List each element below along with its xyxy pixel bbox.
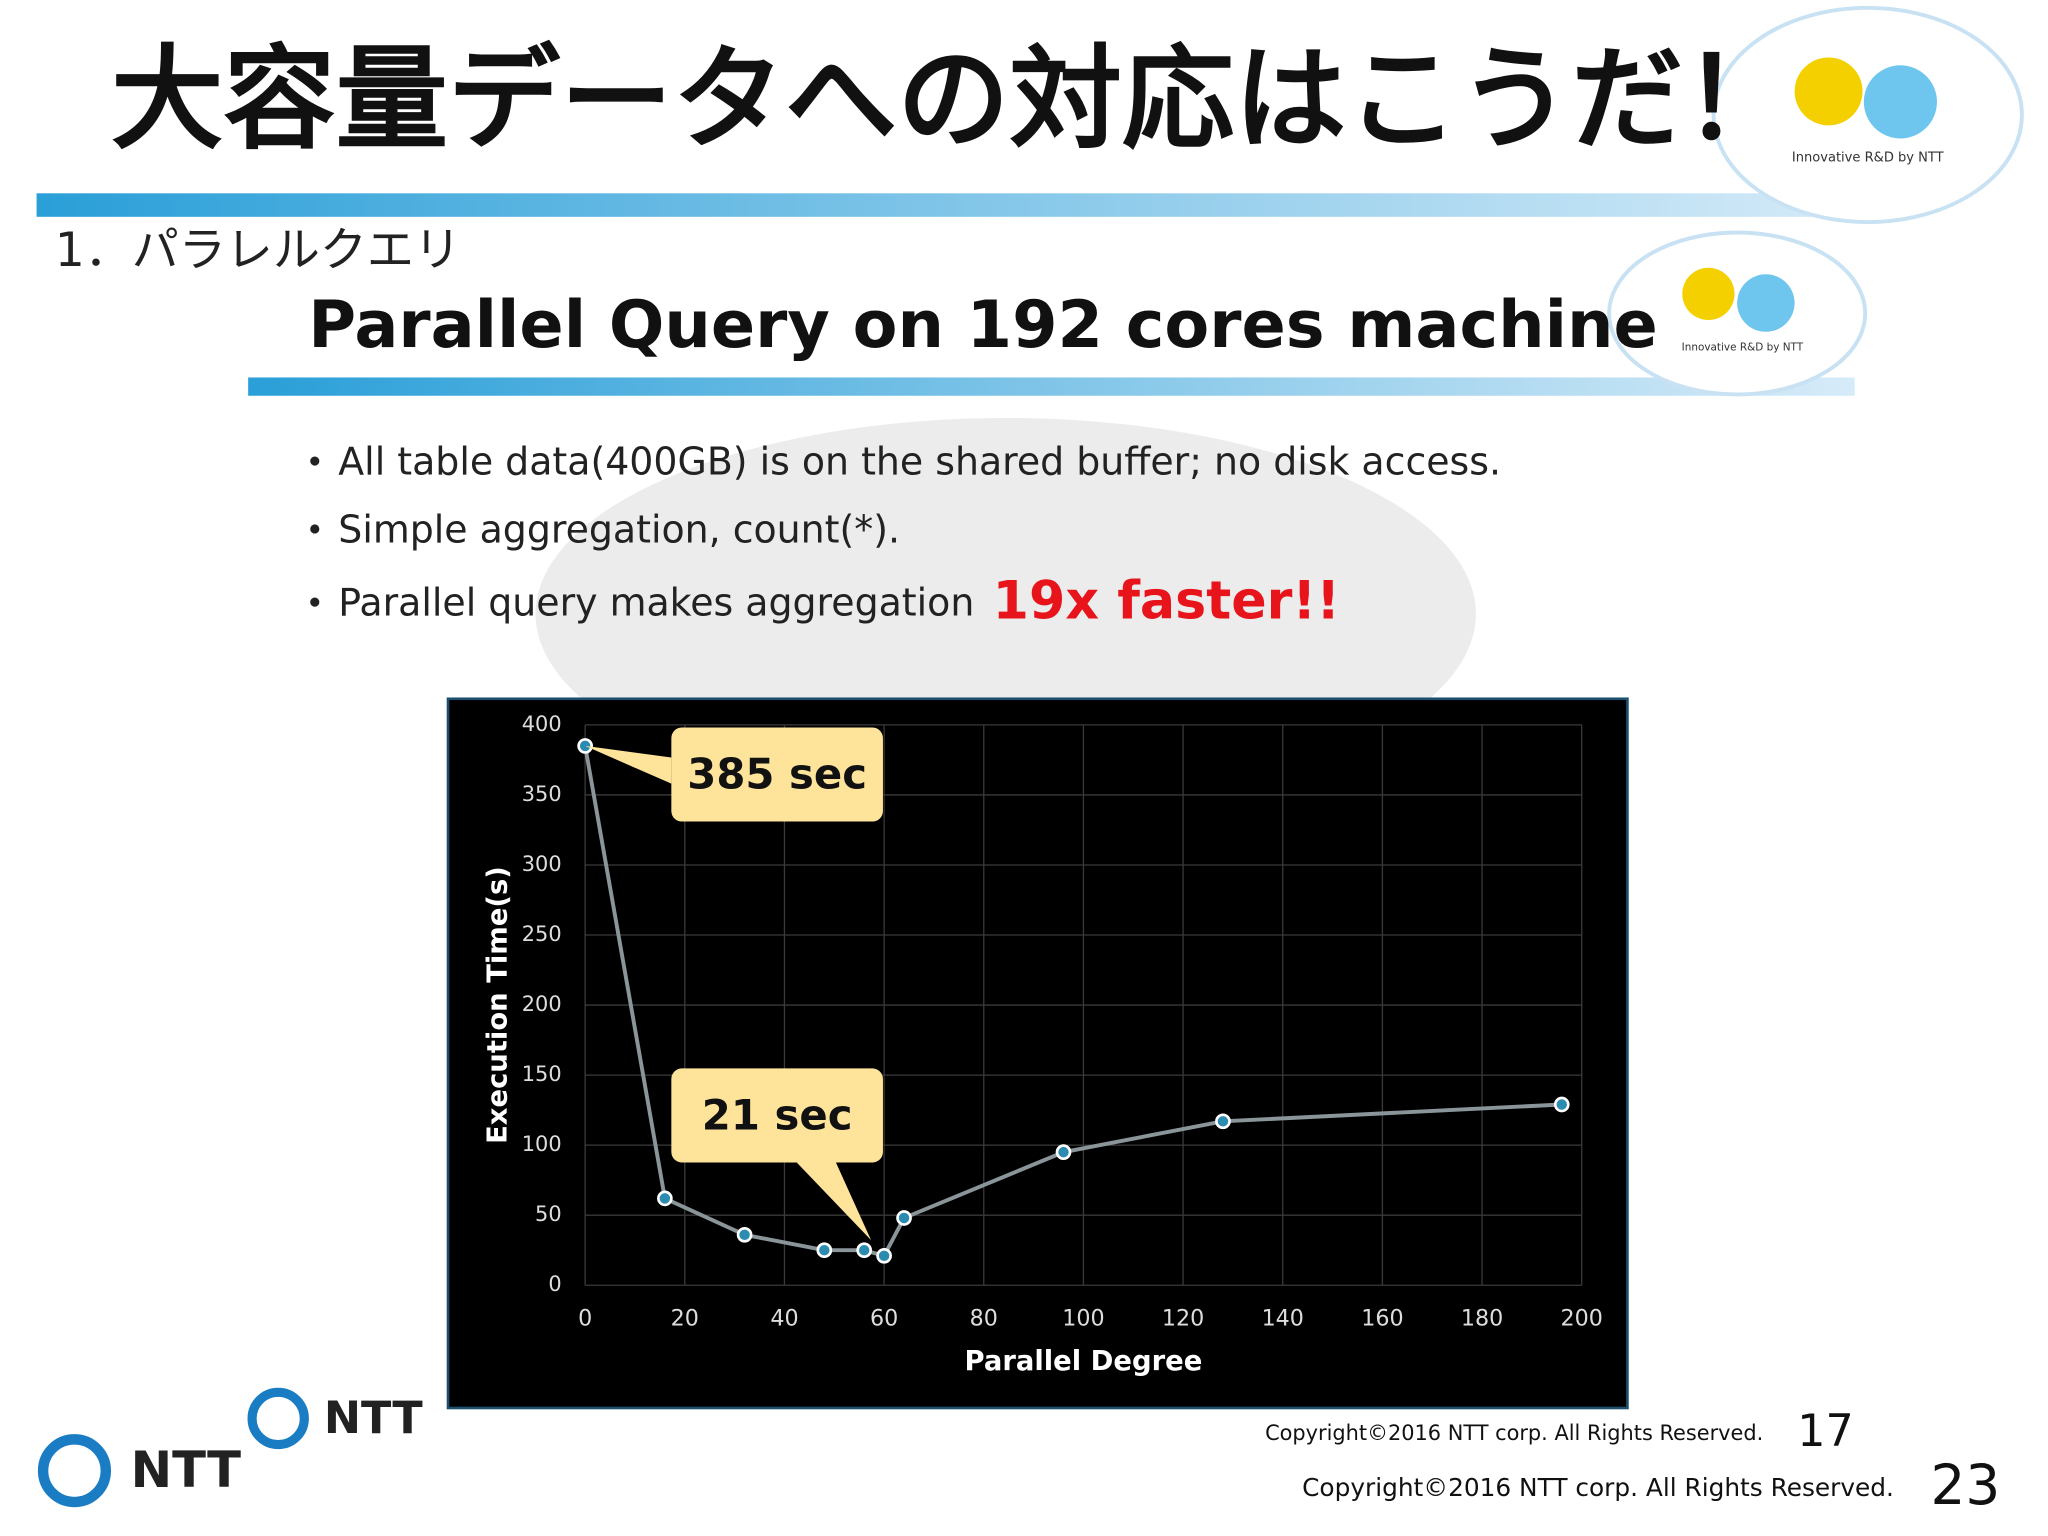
point — [816, 1242, 833, 1259]
x-tick-label: 40 — [770, 1306, 798, 1332]
y-tick-label: 200 — [522, 992, 562, 1016]
bullet: All table data(400GB) is on the shared b… — [338, 439, 1501, 483]
logo-mark — [1682, 267, 1735, 320]
point — [876, 1247, 892, 1264]
x-tick-label: 0 — [578, 1306, 592, 1332]
y-tick-label: 0 — [548, 1272, 561, 1296]
bullet-text: Simple aggregation, count(*). — [338, 507, 900, 551]
copyright: Copyright©2016 NTT corp. All Rights Rese… — [1265, 1421, 1763, 1445]
line — [583, 745, 1562, 1259]
logo-mark — [1737, 274, 1795, 332]
subtitle: Parallel Query on 192 cores machine — [308, 287, 1658, 363]
chart: 0 50 100 150 200 250 300 350 400 0 20 40 60 80 100 120 1… — [482, 712, 1602, 1377]
point — [856, 1242, 873, 1259]
header-bar — [36, 193, 1866, 217]
x-tick-label: 200 — [1561, 1306, 1603, 1332]
y-tick-label: 350 — [522, 782, 562, 806]
point — [736, 1226, 753, 1243]
callout-pointer — [796, 1162, 872, 1241]
y-tick-label: 50 — [535, 1202, 562, 1226]
annotation: 385 sec — [687, 750, 867, 799]
y-tick-label: 400 — [522, 712, 562, 736]
logo-mark — [1863, 65, 1937, 139]
logo-text: Innovative R&D by NTT — [1792, 151, 1944, 166]
callout — [671, 1068, 883, 1163]
x-tick-label: 160 — [1361, 1306, 1403, 1332]
x-tick-label: 140 — [1262, 1306, 1304, 1332]
y-tick-label: 300 — [522, 852, 562, 876]
ntt-logo-mark — [247, 1387, 309, 1450]
x-axis-title: Parallel Degree — [965, 1346, 1203, 1377]
bullet: Parallel query makes aggregation 19x fast… — [338, 572, 1340, 632]
bullet: Simple aggregation, count(*). — [338, 507, 900, 551]
x-tick-label: 180 — [1461, 1306, 1503, 1332]
bullet-text: All table data(400GB) is on the shared b… — [338, 439, 1501, 483]
point — [577, 738, 593, 754]
point — [896, 1210, 912, 1226]
ntt-logo: NTT — [131, 1441, 242, 1499]
point — [1055, 1144, 1072, 1160]
logo-oval — [1607, 230, 1868, 397]
y-tick-label: 250 — [522, 922, 562, 946]
y-tick-label: 100 — [522, 1132, 562, 1156]
chart-background — [446, 697, 1629, 1410]
x-tick-label: 80 — [970, 1306, 998, 1332]
x-tick-label: 20 — [671, 1306, 699, 1332]
logo-mark — [1794, 57, 1863, 126]
point — [1215, 1113, 1231, 1130]
page-number: 23 — [1930, 1453, 2000, 1517]
bullet-list: All table data(400GB) is on the shared b… — [310, 439, 1501, 632]
annotation: 21 sec — [702, 1091, 853, 1140]
highlight: 19x faster!! — [993, 572, 1340, 632]
logo-text: Innovative R&D by NTT — [1682, 341, 1804, 353]
page-number: 17 — [1797, 1406, 1854, 1457]
ntt-logo: NTT — [324, 1393, 423, 1444]
x-tick-label: 120 — [1162, 1306, 1204, 1332]
bullet-dot — [310, 597, 320, 607]
subheader-bar — [248, 377, 1855, 396]
point — [1553, 1096, 1570, 1113]
ntt-logo-mark — [37, 1434, 112, 1508]
y-axis-title: Execution Time(s) — [482, 866, 513, 1144]
bullet-dot — [310, 456, 320, 466]
point — [657, 1190, 673, 1207]
title: 大容量データへの対応はこうだ！ — [111, 35, 1796, 165]
callout — [671, 727, 883, 822]
section: 1．パラレルクエリ — [55, 223, 461, 278]
bullet-text: Parallel query makes aggregation — [338, 580, 974, 624]
copyright: Copyright©2016 NTT corp. All Rights Rese… — [1302, 1473, 1894, 1502]
bullet-dot — [310, 524, 320, 534]
x-tick-label: 100 — [1062, 1306, 1104, 1332]
y-tick-label: 150 — [522, 1062, 562, 1086]
x-tick-label: 60 — [870, 1306, 898, 1332]
